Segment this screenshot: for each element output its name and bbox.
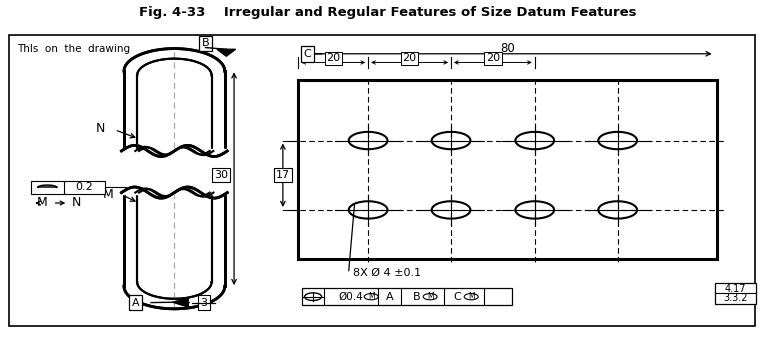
Text: 20: 20: [486, 53, 500, 63]
Bar: [31, 181, 105, 194]
Text: B: B: [413, 292, 421, 302]
Text: C: C: [453, 292, 461, 302]
Text: B: B: [202, 39, 209, 48]
Text: ThIs  on  the  drawing: ThIs on the drawing: [17, 44, 130, 53]
Text: 17: 17: [276, 170, 290, 180]
Polygon shape: [124, 282, 225, 309]
Text: N: N: [96, 122, 105, 135]
Bar: [9, 35, 755, 326]
Polygon shape: [173, 298, 188, 307]
Text: 20: 20: [326, 53, 340, 63]
Text: A: A: [132, 298, 140, 307]
Text: Ø0.4: Ø0.4: [339, 292, 363, 302]
Text: 8X Ø 4 ±0.1: 8X Ø 4 ±0.1: [353, 268, 421, 277]
Polygon shape: [124, 71, 137, 286]
Text: 80: 80: [500, 42, 515, 55]
Text: M: M: [368, 292, 374, 301]
Text: M: M: [103, 188, 114, 201]
Text: 3: 3: [200, 298, 208, 307]
Bar: [298, 80, 717, 259]
Text: 20: 20: [402, 53, 417, 63]
Text: 30: 30: [214, 170, 228, 180]
Text: 4.17: 4.17: [725, 283, 746, 294]
Polygon shape: [124, 49, 225, 75]
Polygon shape: [217, 49, 236, 56]
Text: 0.2: 0.2: [76, 183, 93, 192]
Text: 3.3.2: 3.3.2: [723, 293, 748, 303]
Bar: [302, 288, 512, 305]
Text: Fig. 4-33    Irregular and Regular Features of Size Datum Features: Fig. 4-33 Irregular and Regular Features…: [139, 6, 636, 19]
Text: M: M: [427, 292, 433, 301]
Text: C: C: [304, 49, 312, 59]
Text: M: M: [468, 292, 474, 301]
Text: A: A: [386, 292, 394, 302]
Polygon shape: [212, 71, 225, 286]
Bar: [715, 283, 756, 304]
Text: N: N: [71, 196, 81, 210]
Polygon shape: [120, 149, 229, 194]
Text: M: M: [37, 196, 48, 210]
